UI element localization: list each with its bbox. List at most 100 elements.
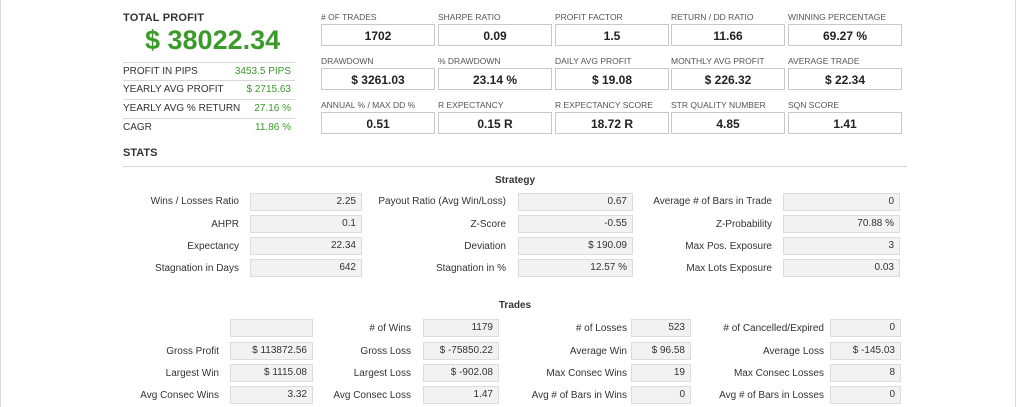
trades-value — [230, 319, 313, 337]
trades-label: Max Consec Losses — [733, 368, 824, 379]
trades-label: Gross Profit — [166, 346, 219, 357]
metric-num-trades: # OF TRADES 1702 — [321, 12, 435, 46]
metric-label: RETURN / DD RATIO — [671, 12, 754, 22]
summary-divider — [123, 80, 295, 81]
metric-annual-max-dd: ANNUAL % / MAX DD % 0.51 — [321, 100, 435, 134]
trades-label: # of Wins — [369, 323, 411, 334]
summary-row-profit-pips: PROFIT IN PIPS 3453.5 PIPS — [123, 63, 291, 81]
metric-label: DRAWDOWN — [321, 56, 374, 66]
summary-label: YEARLY AVG PROFIT — [123, 84, 224, 95]
metric-value: 0.09 — [438, 24, 552, 46]
metric-label: SQN SCORE — [788, 100, 840, 110]
metric-value: 18.72 R — [555, 112, 669, 134]
trades-label: Avg Consec Loss — [333, 390, 411, 401]
metric-label: % DRAWDOWN — [438, 56, 501, 66]
strategy-value: 642 — [250, 259, 362, 277]
metric-label: R EXPECTANCY SCORE — [555, 100, 653, 110]
summary-divider — [123, 62, 295, 63]
metric-monthly-avg-profit: MONTHLY AVG PROFIT $ 226.32 — [671, 56, 785, 90]
trades-value: 19 — [631, 364, 691, 382]
summary-value: 3453.5 PIPS — [234, 66, 291, 77]
strategy-label: Expectancy — [187, 241, 239, 252]
strategy-value: 0.67 — [518, 193, 633, 211]
strategy-label: Wins / Losses Ratio — [150, 196, 239, 207]
metric-sqn-score: SQN SCORE 1.41 — [788, 100, 902, 134]
metric-drawdown: DRAWDOWN $ 3261.03 — [321, 56, 435, 90]
trades-label: Average Loss — [763, 346, 824, 357]
metric-daily-avg-profit: DAILY AVG PROFIT $ 19.08 — [555, 56, 669, 90]
trades-value: 0 — [830, 386, 901, 404]
strategy-value: 3 — [783, 237, 900, 255]
metric-value: $ 226.32 — [671, 68, 785, 90]
summary-row-cagr: CAGR 11.86 % — [123, 119, 291, 137]
summary-label: PROFIT IN PIPS — [123, 66, 198, 77]
metric-percent-drawdown: % DRAWDOWN 23.14 % — [438, 56, 552, 90]
trades-label: # of Cancelled/Expired — [723, 323, 824, 334]
trades-label: Largest Win — [165, 368, 219, 379]
metric-r-expectancy-score: R EXPECTANCY SCORE 18.72 R — [555, 100, 669, 134]
strategy-heading: Strategy — [494, 175, 535, 186]
trades-value: 523 — [631, 319, 691, 337]
metric-value: $ 22.34 — [788, 68, 902, 90]
trades-value: 0 — [830, 319, 901, 337]
metric-value: 1.5 — [555, 24, 669, 46]
metric-r-expectancy: R EXPECTANCY 0.15 R — [438, 100, 552, 134]
strategy-value: 0.1 — [250, 215, 362, 233]
metric-value: $ 3261.03 — [321, 68, 435, 90]
metric-value: 1.41 — [788, 112, 902, 134]
trades-value: $ 113872.56 — [230, 342, 313, 360]
total-profit-value: $ 38022.34 — [145, 25, 281, 55]
metric-sharpe-ratio: SHARPE RATIO 0.09 — [438, 12, 552, 46]
trades-value: $ -75850.22 — [423, 342, 499, 360]
stats-heading: STATS — [123, 147, 158, 159]
trades-label: Gross Loss — [360, 346, 411, 357]
summary-row-yearly-avg-profit: YEARLY AVG PROFIT $ 2715.63 — [123, 81, 291, 99]
summary-value: 11.86 % — [255, 122, 291, 133]
trades-label: # of Losses — [575, 323, 627, 334]
trades-label: Avg # of Bars in Losses — [719, 390, 824, 401]
trades-label: Avg # of Bars in Wins — [531, 390, 627, 401]
strategy-value: 12.57 % — [518, 259, 633, 277]
metric-average-trade: AVERAGE TRADE $ 22.34 — [788, 56, 902, 90]
trades-value: 1.47 — [423, 386, 499, 404]
strategy-label: Deviation — [464, 241, 506, 252]
strategy-value: $ 190.09 — [518, 237, 633, 255]
trades-value: $ -902.08 — [423, 364, 499, 382]
metric-value: 0.51 — [321, 112, 435, 134]
summary-value: 27.16 % — [254, 103, 291, 114]
strategy-label: Max Pos. Exposure — [685, 241, 772, 252]
strategy-label: Stagnation in % — [435, 263, 506, 274]
metric-label: PROFIT FACTOR — [555, 12, 623, 22]
metric-value: 69.27 % — [788, 24, 902, 46]
metric-value: 0.15 R — [438, 112, 552, 134]
strategy-label: Payout Ratio (Avg Win/Loss) — [378, 196, 506, 207]
frame-left-border — [0, 0, 1, 407]
strategy-value: 2.25 — [250, 193, 362, 211]
metric-label: AVERAGE TRADE — [788, 56, 860, 66]
trades-value: $ -145.03 — [830, 342, 901, 360]
trades-value: 0 — [631, 386, 691, 404]
trades-label: Max Consec Wins — [546, 368, 627, 379]
strategy-value: -0.55 — [518, 215, 633, 233]
strategy-label: Stagnation in Days — [155, 263, 239, 274]
metric-label: STR QUALITY NUMBER — [671, 100, 766, 110]
strategy-value: 0.03 — [783, 259, 900, 277]
metric-label: R EXPECTANCY — [438, 100, 504, 110]
metric-value: 11.66 — [671, 24, 785, 46]
metric-value: $ 19.08 — [555, 68, 669, 90]
total-profit-label: TOTAL PROFIT — [123, 12, 205, 24]
strategy-value: 0 — [783, 193, 900, 211]
metric-profit-factor: PROFIT FACTOR 1.5 — [555, 12, 669, 46]
metric-value: 1702 — [321, 24, 435, 46]
strategy-label: Z-Probability — [715, 219, 772, 230]
trades-value: 3.32 — [230, 386, 313, 404]
summary-label: YEARLY AVG % RETURN — [123, 103, 241, 114]
metric-label: ANNUAL % / MAX DD % — [321, 100, 416, 110]
metric-label: MONTHLY AVG PROFIT — [671, 56, 765, 66]
metric-label: DAILY AVG PROFIT — [555, 56, 632, 66]
trades-value: $ 1115.08 — [230, 364, 313, 382]
frame-right-border — [1015, 0, 1016, 407]
strategy-value: 70.88 % — [783, 215, 900, 233]
metric-str-quality-number: STR QUALITY NUMBER 4.85 — [671, 100, 785, 134]
trades-label: Average Win — [569, 346, 627, 357]
